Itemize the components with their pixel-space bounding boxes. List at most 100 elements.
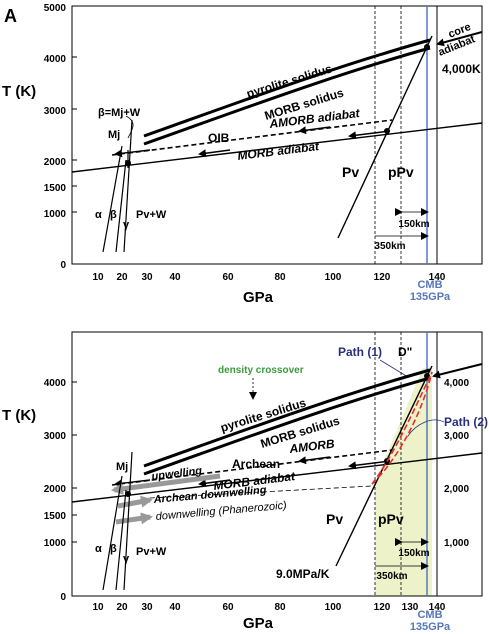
top-amorb-arrow-1 — [298, 126, 331, 135]
bottom-ppv-shaded-region — [375, 368, 432, 596]
top-alpha-beta-line — [102, 145, 123, 253]
top-amorb-adiabat-line — [111, 119, 393, 156]
bottom-y-tick-1500: 1500 — [44, 511, 67, 522]
bottom-y-tick-4000: 4000 — [44, 378, 67, 389]
top-pvw-label: Pv+W — [136, 209, 167, 221]
top-beta-mj-pointer — [125, 115, 134, 139]
bottom-pv-label: Pv — [326, 511, 343, 527]
right-tick-1000: 1,000 — [444, 538, 469, 549]
top-oib-label: OIB — [208, 131, 230, 145]
top-mj-label: Mj — [108, 129, 120, 141]
bottom-morb-adiabat-arrow-2 — [198, 479, 231, 488]
top-morb-adiabat-label: MORB adiabat — [237, 139, 321, 163]
top-plot-frame — [71, 5, 483, 265]
archean-label: Archean — [232, 457, 280, 471]
bottom-alpha-label: α — [95, 543, 102, 555]
top-transition-point — [125, 160, 131, 166]
bottom-y-tick-2000: 2000 — [44, 484, 67, 495]
top-core-temp-label: 4,000K — [442, 62, 481, 76]
bottom-intersection-core — [424, 373, 430, 379]
bottom-x-tick-60: 60 — [222, 602, 234, 613]
bottom-x-tick-100: 100 — [325, 602, 342, 613]
top-x-axis-label: GPa — [243, 289, 274, 306]
top-morb-solidus-curve — [143, 46, 431, 146]
bottom-cmb-label: CMB — [417, 609, 442, 621]
top-intersection-morb — [384, 128, 390, 134]
bottom-amorb-adiabat-line — [111, 449, 393, 486]
upwelling-arrow — [111, 473, 221, 495]
top-cmb-pressure: 135GPa — [410, 291, 451, 303]
y-tick-0: 0 — [60, 260, 66, 271]
top-cmb-label: CMB — [417, 279, 442, 291]
path-1-label: Path (1) — [338, 345, 382, 359]
top-pv-label: Pv — [342, 164, 359, 180]
top-panel: A 0 1000 1500 2000 3000 4000 5000 T (K) … — [2, 3, 483, 306]
bottom-150km-label: 150km — [398, 548, 429, 559]
top-morb-adiabat-arrow-2 — [198, 149, 231, 158]
bottom-morb-solidus-curve — [143, 376, 431, 476]
bottom-cmb-pressure: 135GPa — [410, 621, 451, 633]
bottom-mj-label: Mj — [116, 461, 128, 473]
bottom-x-tick-20: 20 — [116, 602, 128, 613]
bottom-gamma-pvw-line — [123, 451, 133, 591]
y-tick-1500: 1500 — [44, 183, 67, 194]
d-double-prime-label: D" — [398, 345, 412, 359]
bottom-y-tick-3000: 3000 — [44, 431, 67, 442]
top-alpha-label: α — [95, 209, 102, 221]
bottom-x-tick-40: 40 — [169, 602, 181, 613]
x-tick-80: 80 — [274, 272, 286, 283]
top-y-axis-label: T (K) — [2, 83, 36, 100]
path-1-pointer — [379, 359, 409, 378]
bottom-pvw-label: Pv+W — [136, 546, 167, 558]
phanerozoic-downwelling-arrow — [115, 512, 153, 525]
archean-downwelling-arrow — [117, 495, 153, 509]
path-2-pointer — [407, 419, 445, 437]
panel-label: A — [4, 6, 17, 26]
bottom-alpha-beta-line — [102, 475, 123, 591]
bottom-y-ticks: 0 1000 1500 2000 3000 4000 — [44, 378, 77, 603]
bottom-x-tick-80: 80 — [274, 602, 286, 613]
bottom-beta-label: β — [110, 543, 117, 555]
top-y-ticks: 0 1000 1500 2000 3000 4000 5000 — [44, 3, 77, 271]
bottom-pyrolite-solidus-curve — [143, 368, 431, 468]
bottom-x-tick-140: 140 — [429, 602, 446, 613]
top-350km-label: 350km — [374, 241, 405, 252]
bottom-plot-frame — [71, 331, 483, 597]
top-pv-ppv-boundary — [337, 35, 433, 239]
y-tick-1000: 1000 — [44, 209, 67, 220]
top-morb-adiabat-arrow-1 — [348, 130, 391, 140]
x-tick-40: 40 — [169, 272, 181, 283]
bottom-core-adiabat-line — [432, 363, 483, 379]
bottom-morb-adiabat-arrow-1 — [348, 460, 391, 470]
archean-downwelling-line — [149, 485, 373, 499]
bottom-beta-gamma-line — [115, 489, 127, 591]
bottom-y-tick-0: 0 — [60, 592, 66, 603]
path-2-label: Path (2) — [444, 415, 488, 429]
right-tick-3000: 3,000 — [444, 431, 469, 442]
bottom-morb-adiabat-line — [71, 452, 483, 503]
bottom-y-axis-label: T (K) — [2, 407, 36, 424]
top-beta-gamma-line — [115, 159, 127, 253]
density-crossover-label: density crossover — [218, 365, 304, 376]
bottom-x-tick-130: 130 — [402, 602, 419, 613]
x-tick-20: 20 — [116, 272, 128, 283]
path-1-curve — [371, 371, 433, 485]
path-2-curve — [371, 371, 433, 485]
y-tick-2000: 2000 — [44, 157, 67, 168]
top-amorb-arrow-2 — [114, 149, 151, 158]
bottom-x-tick-120: 120 — [374, 602, 391, 613]
bottom-x-tick-30: 30 — [141, 602, 153, 613]
bottom-350km-label: 350km — [376, 571, 407, 582]
bottom-panel: 0 1000 1500 2000 3000 4000 T (K) 1,000 2… — [2, 331, 488, 633]
x-tick-120: 120 — [374, 272, 391, 283]
bottom-amorb-label: AMORB — [288, 437, 336, 457]
top-intersection-core — [424, 44, 430, 50]
clapeyron-slope-label: 9.0MPa/K — [276, 567, 330, 581]
top-gamma-label: γ — [123, 219, 130, 231]
top-pyrolite-solidus-curve — [143, 38, 431, 138]
top-x-ticks: 10 20 30 40 60 80 100 120 140 — [92, 272, 445, 283]
top-beta-label: β — [110, 209, 117, 221]
top-core-adiabat-line — [436, 31, 483, 47]
y-tick-4000: 4000 — [44, 54, 67, 65]
